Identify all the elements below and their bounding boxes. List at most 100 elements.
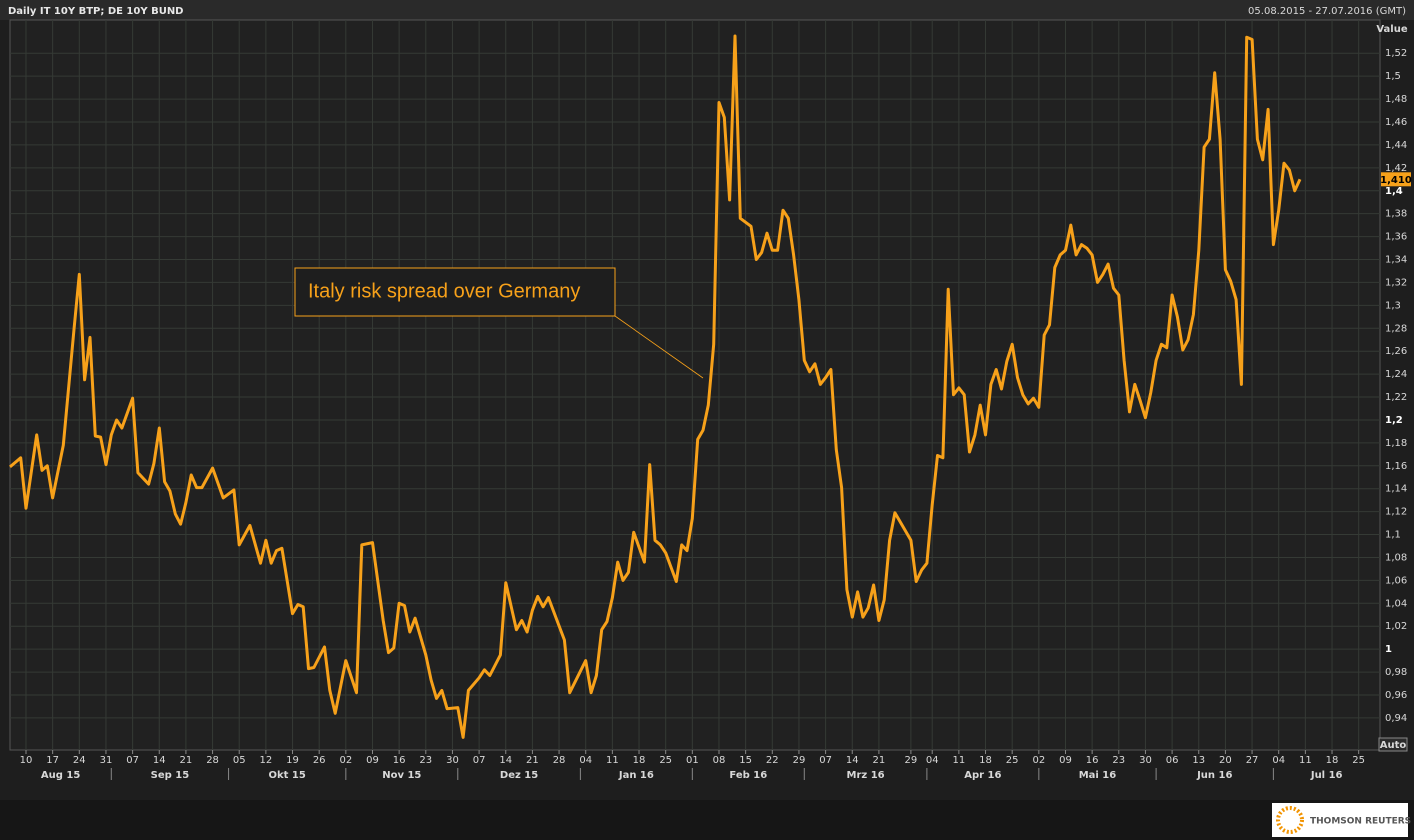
x-tick-label: 04: [579, 755, 592, 766]
y-tick-label: 1,36: [1385, 232, 1407, 243]
current-value-box: [1381, 172, 1411, 187]
current-value-label: 1,410: [1380, 175, 1412, 186]
x-tick-label: 21: [180, 755, 193, 766]
x-tick-label: 28: [206, 755, 219, 766]
y-tick-label: 0,98: [1385, 667, 1407, 678]
x-tick-label: 11: [953, 755, 966, 766]
y-tick-label: 1,38: [1385, 209, 1407, 220]
x-tick-label: 27: [1246, 755, 1259, 766]
x-tick-label: 18: [1326, 755, 1339, 766]
x-tick-label: 02: [339, 755, 352, 766]
x-tick-label: 11: [1299, 755, 1312, 766]
x-tick-label: 04: [926, 755, 939, 766]
month-label: Mrz 16: [847, 770, 885, 781]
x-tick-label: 13: [1192, 755, 1205, 766]
y-tick-label: 1,14: [1385, 484, 1407, 495]
month-label: Okt 15: [269, 770, 306, 781]
chart-title: Daily IT 10Y BTP; DE 10Y BUND: [8, 6, 183, 17]
x-tick-label: 25: [659, 755, 672, 766]
auto-button[interactable]: [1378, 737, 1408, 752]
x-tick-label: 07: [819, 755, 832, 766]
month-label: Sep 15: [151, 770, 190, 781]
x-tick-label: 29: [905, 755, 918, 766]
annotation-leader: [614, 315, 704, 379]
y-tick-label: 1,1: [1385, 530, 1401, 541]
month-label: Nov 15: [382, 770, 421, 781]
x-tick-label: 24: [73, 755, 86, 766]
x-tick-label: 28: [553, 755, 566, 766]
data-line: [9, 34, 1302, 739]
x-tick-label: 18: [633, 755, 646, 766]
x-tick-label: 11: [606, 755, 619, 766]
y-tick-label: 0,94: [1385, 713, 1407, 724]
x-tick-label: 26: [313, 755, 326, 766]
x-tick-label: 30: [446, 755, 459, 766]
x-tick-label: 02: [1032, 755, 1045, 766]
x-tick-label: 19: [286, 755, 299, 766]
y-tick-label: 1,06: [1385, 575, 1407, 586]
y-tick-label: 1,02: [1385, 621, 1407, 632]
auto-button-label[interactable]: Auto: [1380, 740, 1407, 751]
x-tick-label: 09: [1059, 755, 1072, 766]
y-tick-label: 1,28: [1385, 323, 1407, 334]
y-tick-label: 1,04: [1385, 598, 1407, 609]
x-tick-label: 10: [20, 755, 33, 766]
y-tick-label: 1,34: [1385, 255, 1407, 266]
x-tick-label: 09: [366, 755, 379, 766]
month-label: Feb 16: [729, 770, 767, 781]
header-bar: [0, 0, 1414, 20]
y-tick-label: 1,42: [1385, 163, 1407, 174]
y-tick-label: 1,5: [1385, 71, 1401, 82]
x-tick-label: 18: [979, 755, 992, 766]
month-label: Jan 16: [618, 770, 654, 781]
x-tick-label: 21: [873, 755, 886, 766]
x-tick-label: 07: [126, 755, 139, 766]
x-tick-label: 22: [766, 755, 779, 766]
y-tick-label: 1,52: [1385, 48, 1407, 59]
month-label: Jun 16: [1196, 770, 1232, 781]
y-axis-label: Value: [1376, 24, 1407, 35]
x-tick-label: 30: [1139, 755, 1152, 766]
y-tick-label: 1,46: [1385, 117, 1407, 128]
x-tick-label: 12: [260, 755, 273, 766]
x-tick-label: 01: [686, 755, 699, 766]
y-tick-label: 1,32: [1385, 277, 1407, 288]
x-tick-label: 29: [793, 755, 806, 766]
y-tick-label: 1,48: [1385, 94, 1407, 105]
y-tick-label: 1,08: [1385, 552, 1407, 563]
x-tick-label: 14: [153, 755, 166, 766]
month-label: Aug 15: [41, 770, 80, 781]
annotation-box: [294, 267, 616, 317]
x-tick-label: 23: [1112, 755, 1125, 766]
y-tick-label: 1,4: [1385, 186, 1403, 197]
x-tick-label: 16: [393, 755, 406, 766]
x-tick-label: 07: [473, 755, 486, 766]
month-label: Dez 15: [500, 770, 538, 781]
x-tick-label: 20: [1219, 755, 1232, 766]
y-tick-label: 1,22: [1385, 392, 1407, 403]
footer: [0, 800, 1414, 840]
plot-area: [9, 19, 1381, 751]
month-label: Apr 16: [964, 770, 1001, 781]
y-tick-label: 1,16: [1385, 461, 1407, 472]
date-range: 05.08.2015 - 27.07.2016 (GMT): [1248, 6, 1406, 17]
x-tick-label: 15: [739, 755, 752, 766]
y-tick-label: 1,2: [1385, 415, 1403, 426]
grid: [10, 20, 1380, 750]
x-tick-label: 16: [1086, 755, 1099, 766]
x-tick-label: 06: [1166, 755, 1179, 766]
x-tick-label: 14: [499, 755, 512, 766]
x-tick-label: 08: [713, 755, 726, 766]
y-tick-label: 1,24: [1385, 369, 1407, 380]
annotation: Italy risk spread over Germany: [308, 280, 580, 302]
x-tick-label: 17: [46, 755, 59, 766]
x-tick-label: 04: [1272, 755, 1285, 766]
x-tick-label: 31: [100, 755, 113, 766]
y-tick-label: 0,96: [1385, 690, 1407, 701]
y-tick-label: 1,3: [1385, 300, 1401, 311]
x-tick-label: 25: [1352, 755, 1365, 766]
y-tick-label: 1: [1385, 644, 1392, 655]
x-tick-label: 14: [846, 755, 859, 766]
